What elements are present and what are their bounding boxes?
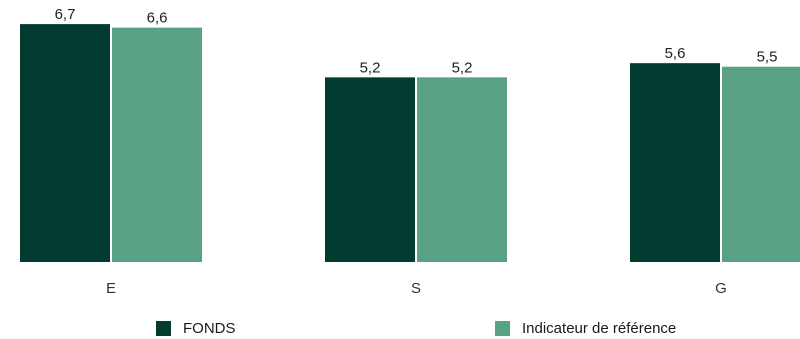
legend-label-fonds: FONDS <box>183 319 236 337</box>
data-label-s-reference: 5,2 <box>452 59 473 76</box>
bar-e-reference <box>112 27 202 262</box>
bar-e-fonds <box>20 24 110 262</box>
legend: FONDS Indicateur de référence <box>0 316 800 339</box>
bar-s-fonds <box>325 77 415 262</box>
bar-s-reference <box>417 77 507 262</box>
legend-item-fonds: FONDS <box>156 316 236 339</box>
category-tick-e: E <box>106 280 116 297</box>
data-label-e-fonds: 6,7 <box>55 6 76 23</box>
data-labels-layer: 6,7 6,6 5,2 5,2 5,6 5,5 <box>55 6 778 76</box>
bars-layer <box>20 24 800 262</box>
category-tick-s: S <box>411 280 421 297</box>
category-tick-g: G <box>715 280 727 297</box>
data-label-g-reference: 5,5 <box>757 49 778 66</box>
bar-g-reference <box>722 66 800 262</box>
data-label-e-reference: 6,6 <box>147 10 168 27</box>
legend-swatch-fonds <box>156 320 171 336</box>
legend-item-reference: Indicateur de référence <box>495 316 676 339</box>
data-label-g-fonds: 5,6 <box>665 45 686 62</box>
bar-g-fonds <box>630 63 720 262</box>
legend-label-reference: Indicateur de référence <box>522 319 677 337</box>
legend-swatch-reference <box>495 320 510 336</box>
data-label-s-fonds: 5,2 <box>360 59 381 76</box>
